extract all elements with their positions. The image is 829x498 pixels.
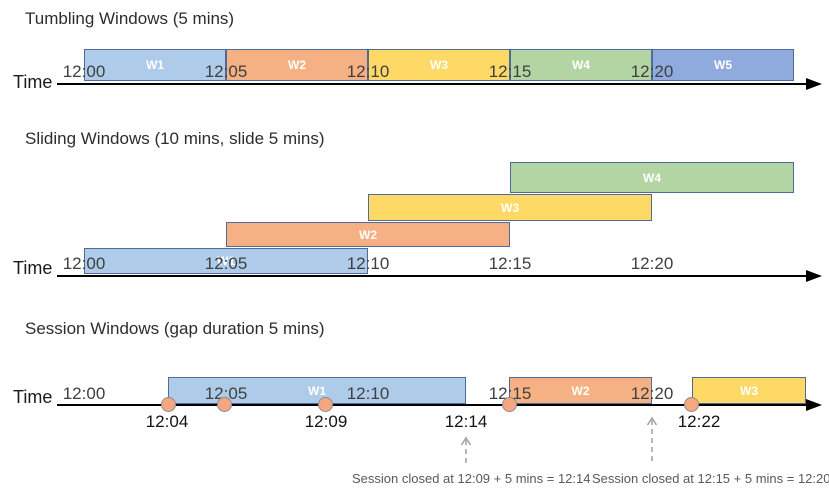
tumbling-window-w3: W3 — [368, 49, 510, 81]
sliding-tick-1210: 12:10 — [346, 254, 390, 273]
session-close-arrow-2-icon — [646, 416, 658, 465]
sliding-window-w1-label: W1 — [217, 254, 235, 268]
session-window-w2: W2 — [509, 377, 652, 404]
arrowhead-up — [460, 436, 472, 446]
arrowhead-up — [646, 416, 658, 426]
sliding-window-w4: W4 — [510, 162, 794, 193]
session-tick-1210: 12:10 — [346, 384, 390, 403]
tumbling-tick-1200: 12:00 — [62, 62, 106, 81]
sliding-window-w3: W3 — [368, 194, 652, 221]
session-time-axis — [57, 404, 808, 406]
tumbling-window-w4: W4 — [510, 49, 652, 81]
session-event-label-1222: 12:22 — [677, 412, 721, 431]
session-tick-1215: 12:15 — [488, 384, 532, 403]
session-axis-arrowhead-icon — [806, 399, 822, 411]
sliding-window-w2: W2 — [226, 222, 510, 247]
tumbling-window-w5-label: W5 — [714, 58, 732, 72]
tumbling-title: Tumbling Windows (5 mins) — [25, 9, 235, 28]
sliding-tick-1220: 12:20 — [630, 254, 674, 273]
tumbling-window-w3-label: W3 — [430, 58, 448, 72]
session-window-w2-label: W2 — [571, 383, 590, 398]
tumbling-axis-arrowhead-icon — [806, 78, 822, 90]
event-dot-1209 — [317, 397, 333, 412]
event-dot-1215 — [501, 397, 517, 412]
event-dot-1204 — [160, 397, 176, 412]
sliding-time-axis — [57, 275, 808, 277]
tumbling-window-w4-label: W4 — [572, 58, 590, 72]
session-close-arrow-1-icon — [460, 436, 472, 465]
session-close-annotation-2: Session closed at 12:15 + 5 mins = 12:20 — [592, 471, 829, 486]
tumbling-window-w1-label: W1 — [146, 58, 164, 72]
session-title: Session Windows (gap duration 5 mins) — [25, 319, 325, 338]
tumbling-tick-1210: 12:10 — [346, 62, 390, 81]
session-close-annotation-1: Session closed at 12:09 + 5 mins = 12:14 — [352, 471, 591, 486]
tumbling-tick-1220: 12:20 — [630, 62, 674, 81]
session-window-w1-label: W1 — [308, 383, 326, 398]
tumbling-tick-1205: 12:05 — [204, 62, 248, 81]
sliding-time-label: Time — [13, 258, 53, 278]
tumbling-time-axis — [57, 83, 808, 85]
sliding-window-w3-label: W3 — [501, 200, 519, 215]
sliding-tick-1205: 12:05 — [204, 254, 248, 273]
sliding-tick-1200: 12:00 — [62, 254, 106, 273]
sliding-window-w1: W1 — [84, 248, 368, 274]
session-close-label-1214: 12:14 — [444, 412, 488, 431]
session-event-label-1204: 12:04 — [145, 412, 189, 431]
sliding-axis-arrowhead-icon — [806, 270, 822, 282]
event-dot-1205 — [216, 397, 232, 412]
tumbling-window-w1: W1 — [84, 49, 226, 81]
tumbling-window-w5: W5 — [652, 49, 794, 81]
session-window-w3: W3 — [692, 377, 806, 404]
event-dot-1222 — [683, 397, 699, 412]
session-time-label: Time — [13, 387, 53, 407]
session-event-label-1209: 12:09 — [304, 412, 348, 431]
tumbling-window-w2-label: W2 — [288, 58, 306, 72]
sliding-window-w2-label: W2 — [359, 227, 377, 242]
tumbling-window-w2: W2 — [226, 49, 368, 81]
session-tick-1220: 12:20 — [630, 384, 674, 403]
tumbling-time-label: Time — [13, 72, 53, 92]
sliding-title: Sliding Windows (10 mins, slide 5 mins) — [25, 129, 325, 148]
sliding-window-w4-label: W4 — [643, 170, 661, 185]
session-tick-1205: 12:05 — [204, 384, 248, 403]
session-tick-1200: 12:00 — [62, 384, 106, 403]
session-window-w3-label: W3 — [740, 383, 758, 398]
sliding-tick-1215: 12:15 — [488, 254, 532, 273]
tumbling-tick-1215: 12:15 — [488, 62, 532, 81]
